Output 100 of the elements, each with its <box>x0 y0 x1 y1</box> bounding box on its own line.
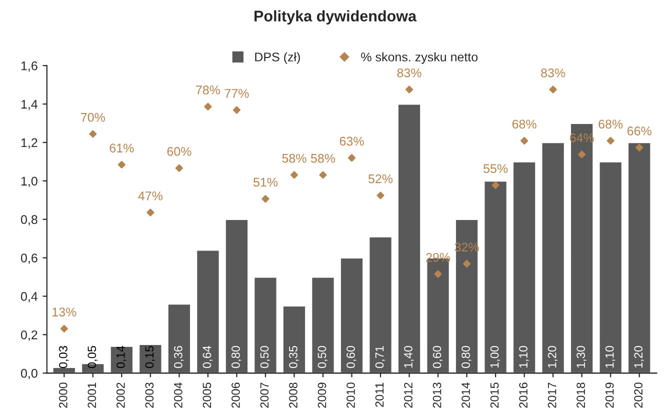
point <box>60 324 68 332</box>
y-tick-label: 0,4 <box>20 292 38 302</box>
chart-title: Polityka dywidendowa <box>254 10 417 24</box>
data-label: 0,05 <box>88 346 98 368</box>
bar <box>253 276 278 374</box>
bar <box>196 249 220 374</box>
y-tick-label: 0,2 <box>20 330 38 341</box>
data-label: 1,10 <box>605 346 616 368</box>
data-label: 47% <box>138 192 162 200</box>
data-label: 1,20 <box>548 346 558 368</box>
data-label: 0,71 <box>375 346 386 368</box>
data-label: 1,40 <box>404 346 414 368</box>
data-label: 0,15 <box>145 346 155 368</box>
point <box>118 160 126 168</box>
data-label: 13% <box>52 308 76 316</box>
legend-label: % skons. zysku netto <box>361 52 478 64</box>
data-label: 1,10 <box>519 346 529 368</box>
x-tick-label: 2013 <box>432 382 442 408</box>
point <box>290 171 298 179</box>
bar <box>540 142 566 374</box>
x-tick-label: 2012 <box>404 382 412 408</box>
x-tick-label: 2008 <box>289 382 298 408</box>
bar <box>454 218 479 374</box>
bar <box>397 103 422 374</box>
point <box>232 106 241 114</box>
x-tick-label: 2019 <box>605 382 614 408</box>
x-tick-label: 2001 <box>88 382 96 408</box>
bar <box>368 236 393 374</box>
x-tick-label: 2002 <box>116 382 125 408</box>
data-label: 83% <box>541 68 566 78</box>
x-tick-label: 2005 <box>202 382 212 408</box>
bar <box>570 122 594 374</box>
point <box>376 192 384 200</box>
x-tick-label: 2006 <box>232 382 240 408</box>
point <box>549 86 557 94</box>
data-label: 78% <box>196 86 220 94</box>
data-label: 55% <box>484 164 508 173</box>
data-label: 0,60 <box>432 346 443 368</box>
bar <box>483 180 508 374</box>
bar <box>340 257 364 374</box>
y-tick-label: 1,6 <box>21 61 38 72</box>
y-tick-label: 1,4 <box>21 100 38 110</box>
legend-label: DPS (zł) <box>255 52 300 64</box>
data-label: 83% <box>397 68 422 78</box>
bar <box>224 218 249 374</box>
x-tick-label: 2011 <box>375 382 384 407</box>
x-tick-label: 2000 <box>58 382 68 408</box>
point <box>175 164 183 172</box>
point <box>578 150 586 158</box>
y-tick-label: 1,2 <box>21 138 38 149</box>
point <box>262 195 270 203</box>
data-label: 68% <box>512 120 536 129</box>
bar <box>598 161 623 374</box>
bar <box>512 161 537 374</box>
y-tick-label: 0,6 <box>20 254 38 264</box>
data-label: 60% <box>167 147 192 156</box>
bar <box>52 366 76 374</box>
data-label: 0,36 <box>174 346 184 368</box>
x-tick-label: 2014 <box>462 382 470 408</box>
point <box>520 136 528 145</box>
x-tick-label: 2004 <box>174 382 182 408</box>
point <box>204 102 212 110</box>
data-label: 0,35 <box>289 346 299 368</box>
x-tick-label: 2003 <box>145 382 154 408</box>
point <box>146 208 154 216</box>
x-tick-label: 2015 <box>490 382 499 408</box>
data-label: 0,03 <box>58 346 69 368</box>
point <box>606 136 614 145</box>
point <box>492 181 500 189</box>
y-tick-label: 0,8 <box>20 215 38 226</box>
bar <box>627 142 652 374</box>
x-tick-label: 2020 <box>634 382 643 408</box>
point <box>405 86 414 94</box>
x-tick-label: 2017 <box>548 382 556 408</box>
point <box>434 270 442 278</box>
y-tick-label: 0,0 <box>20 368 38 380</box>
data-label: 0,50 <box>318 346 328 368</box>
point <box>636 144 644 152</box>
data-label: 63% <box>340 136 364 146</box>
data-label: 66% <box>627 126 652 136</box>
bar <box>310 276 336 374</box>
data-label: 51% <box>253 178 278 187</box>
y-tick-label: 1,0 <box>21 176 38 188</box>
point <box>462 260 471 268</box>
data-label: 0,80 <box>232 346 242 368</box>
data-label: 58% <box>282 154 306 163</box>
data-label: 0,60 <box>346 346 356 368</box>
x-tick-label: 2009 <box>318 382 326 408</box>
data-label: 1,20 <box>634 346 644 368</box>
data-label: 52% <box>368 174 393 184</box>
data-label: 77% <box>224 89 249 98</box>
bar <box>109 346 134 374</box>
x-tick-label: 2007 <box>260 382 269 408</box>
bar <box>166 303 192 374</box>
data-label: 61% <box>110 144 134 152</box>
data-label: 0,50 <box>260 346 270 368</box>
data-label: 0,64 <box>202 346 213 368</box>
point <box>348 154 356 162</box>
bar <box>282 305 306 374</box>
point <box>89 130 97 138</box>
